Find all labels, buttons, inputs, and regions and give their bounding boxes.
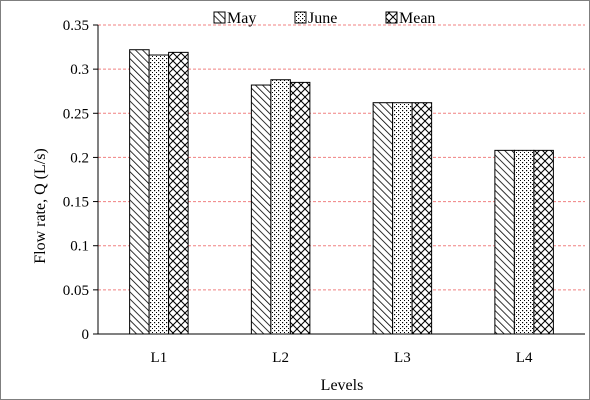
y-tick-label: 0.25 [63,106,89,122]
legend-swatch-june [294,11,307,24]
bar-mean-l1 [168,51,189,335]
y-tick-label: 0.1 [70,239,89,255]
y-tick-label: 0.2 [70,150,89,166]
bar-june-l2 [270,79,291,335]
bar-may-l2 [250,84,272,335]
bar-june-l1 [148,54,170,335]
bar-may-l1 [129,49,150,335]
legend-label-may: May [227,10,256,27]
y-tick-label: 0.35 [63,18,89,34]
bar-mean-l3 [411,102,433,335]
bar-june-l3 [392,102,413,335]
x-tick-label: L2 [272,350,289,366]
bar-june-l4 [513,149,535,335]
y-tick-label: 0.15 [63,195,89,211]
y-tick-label: 0 [82,327,90,343]
bar-mean-l4 [533,149,554,335]
legend-label-june: June [308,10,337,27]
bar-may-l3 [372,102,394,335]
bar-may-l4 [494,149,515,335]
bar-mean-l2 [289,81,311,335]
x-tick-label: L1 [151,350,168,366]
x-tick-label: L3 [394,350,411,366]
legend-label-mean: Mean [399,10,435,27]
y-tick-label: 0.3 [70,62,89,78]
x-axis-title: Levels [321,377,364,394]
x-tick-label: L4 [516,350,533,366]
y-axis-title: Flow rate, Q (L/s) [32,148,49,264]
y-tick-label: 0.05 [63,283,89,299]
legend-swatch-mean [385,11,398,24]
legend-swatch-may [213,11,226,24]
